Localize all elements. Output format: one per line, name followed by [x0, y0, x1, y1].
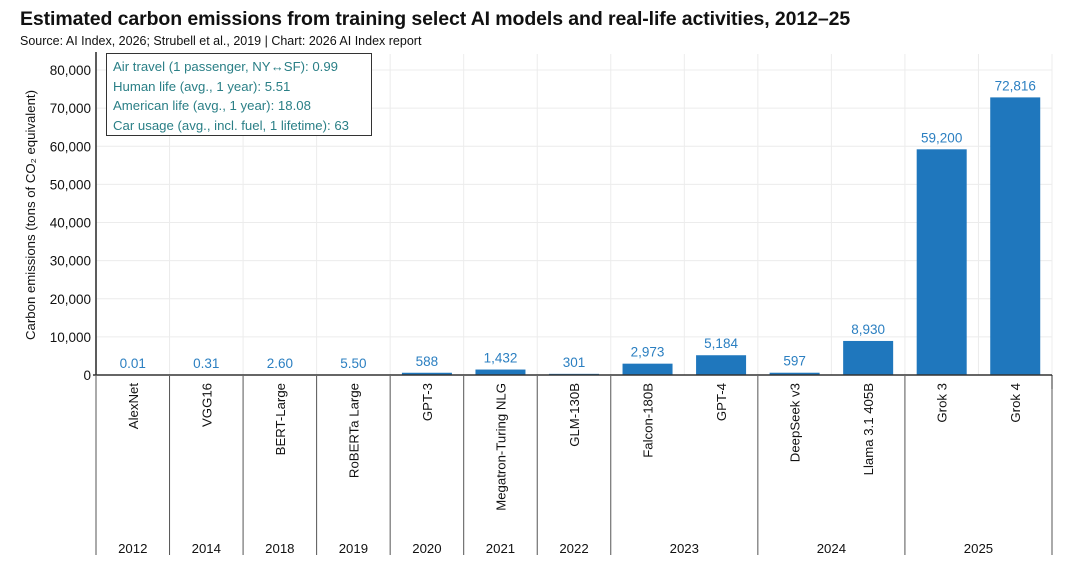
x-category-label: GPT-4: [714, 383, 729, 421]
y-tick-label: 60,000: [50, 139, 91, 154]
reference-human-life: Human life (avg., 1 year): 5.51: [113, 78, 291, 94]
chart-title: Estimated carbon emissions from training…: [20, 8, 851, 30]
bar: [916, 149, 967, 375]
bar: [769, 372, 820, 375]
value-label: 597: [783, 354, 806, 369]
value-label: 0.01: [120, 356, 146, 371]
year-label: 2014: [192, 541, 221, 556]
chart-source: Source: AI Index, 2026; Strubell et al.,…: [20, 34, 422, 48]
x-category-label: DeepSeek v3: [788, 383, 803, 462]
value-label: 5.50: [340, 356, 366, 371]
value-label: 0.31: [193, 356, 219, 371]
x-category-label: AlexNet: [126, 383, 141, 430]
reference-american-life: American life (avg., 1 year): 18.08: [113, 98, 311, 114]
y-axis-label: Carbon emissions (tons of CO₂ equivalent…: [23, 90, 38, 340]
y-tick-label: 30,000: [50, 254, 91, 269]
value-label: 588: [416, 354, 439, 369]
year-label: 2022: [559, 541, 588, 556]
x-category-label: Megatron-Turing NLG: [493, 383, 508, 511]
y-tick-label: 40,000: [50, 216, 91, 231]
x-category-label: BERT-Large: [273, 383, 288, 455]
bar: [475, 369, 526, 375]
bar: [401, 372, 452, 375]
reference-activities-box: Air travel (1 passenger, NY↔SF): 0.99 Hu…: [106, 53, 372, 136]
value-label: 5,184: [704, 336, 738, 351]
x-category-label: RoBERTa Large: [346, 383, 361, 478]
value-label: 1,432: [484, 351, 518, 366]
x-category-label: Grok 3: [935, 383, 950, 423]
year-label: 2021: [486, 541, 515, 556]
x-category-label: Falcon-180B: [641, 383, 656, 458]
year-label: 2018: [265, 541, 294, 556]
bar: [696, 355, 747, 375]
y-tick-label: 0: [83, 368, 91, 383]
value-label: 72,816: [995, 78, 1036, 93]
y-tick-labels: 0 10,000 20,000 30,000 40,000 50,000 60,000 70,…: [50, 63, 91, 383]
y-tick-label: 20,000: [50, 292, 91, 307]
bar: [843, 340, 894, 375]
year-label: 2025: [964, 541, 993, 556]
bar: [990, 97, 1041, 375]
value-label: 2.60: [267, 356, 293, 371]
year-label: 2020: [412, 541, 441, 556]
value-labels: 0.01 0.31 2.60 5.50 588 1,432 301 2,973 5,184 597…: [120, 78, 1036, 371]
x-category-label: VGG16: [199, 383, 214, 427]
value-label: 8,930: [851, 322, 885, 337]
reference-car-usage: Car usage (avg., incl. fuel, 1 lifetime)…: [113, 117, 350, 133]
value-label: 301: [563, 355, 586, 370]
x-category-label: Grok 4: [1008, 383, 1023, 423]
year-labels: 2012 2014 2018 2019 2020 2021 2022 2023 2024 2025: [118, 541, 993, 556]
value-label: 2,973: [631, 345, 665, 360]
y-tick-label: 50,000: [50, 177, 91, 192]
year-label: 2023: [670, 541, 699, 556]
bars: [107, 97, 1041, 375]
year-label: 2024: [817, 541, 846, 556]
y-tick-label: 10,000: [50, 330, 91, 345]
y-tick-label: 70,000: [50, 101, 91, 116]
year-label: 2019: [339, 541, 368, 556]
bar: [622, 363, 673, 375]
x-category-label: Llama 3.1 405B: [861, 383, 876, 476]
y-tick-label: 80,000: [50, 63, 91, 78]
x-category-label: GLM-130B: [567, 383, 582, 447]
x-category-labels: AlexNet VGG16 BERT-Large RoBERTa Large GPT-3…: [126, 383, 1023, 511]
axes: [93, 52, 1053, 555]
reference-air-travel: Air travel (1 passenger, NY↔SF): 0.99: [113, 59, 339, 74]
value-label: 59,200: [921, 130, 962, 145]
year-label: 2012: [118, 541, 147, 556]
x-category-label: GPT-3: [420, 383, 435, 421]
